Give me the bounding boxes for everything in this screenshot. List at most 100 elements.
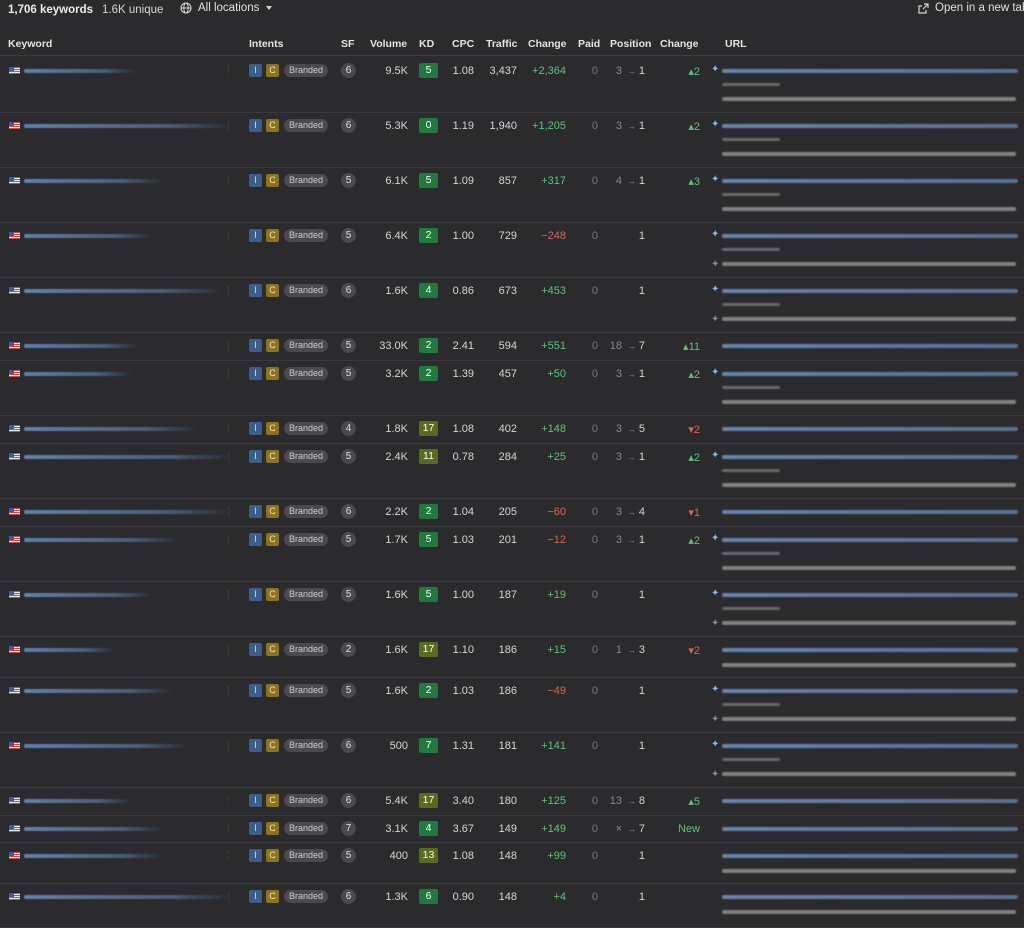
col-sf[interactable]: SF — [341, 38, 355, 50]
keyword-menu-handle[interactable] — [228, 507, 231, 517]
keyword-text-redacted[interactable] — [24, 289, 224, 293]
serp-features-count[interactable]: 6 — [341, 738, 356, 753]
keyword-menu-handle[interactable] — [228, 121, 231, 131]
serp-features-count[interactable]: 5 — [341, 587, 356, 602]
url-link-redacted[interactable] — [722, 854, 1018, 858]
serp-features-count[interactable]: 5 — [341, 366, 356, 381]
keyword-menu-handle[interactable] — [228, 686, 231, 696]
table-row[interactable]: I C Branded 5 2.4K 11 0.78 284 +25 0 3 → 1 ▴2 ✦ — [0, 443, 1024, 499]
table-row[interactable]: I C Branded 5 1.6K 2 1.03 186 −49 0 1 ✦ ✦ — [0, 677, 1024, 733]
table-row[interactable]: I C Branded 5 1.6K 5 1.00 187 +19 0 1 ✦ ✦ — [0, 581, 1024, 637]
keyword-menu-handle[interactable] — [228, 66, 231, 76]
table-row[interactable]: I C Branded 6 1.6K 4 0.86 673 +453 0 1 ✦ ✦ — [0, 277, 1024, 333]
serp-features-count[interactable]: 6 — [341, 283, 356, 298]
location-dropdown[interactable]: All locations — [180, 2, 273, 14]
serp-features-count[interactable]: 6 — [341, 504, 356, 519]
serp-features-count[interactable]: 5 — [341, 848, 356, 863]
keyword-text-redacted[interactable] — [24, 827, 164, 831]
url-link-redacted[interactable] — [722, 427, 1018, 431]
url-link-redacted[interactable] — [722, 538, 1018, 542]
keyword-text-redacted[interactable] — [24, 593, 154, 597]
serp-features-count[interactable]: 4 — [341, 421, 356, 436]
col-traffic[interactable]: Traffic — [486, 38, 518, 50]
col-keyword[interactable]: Keyword — [8, 38, 53, 50]
keyword-text-redacted[interactable] — [24, 510, 232, 514]
table-row[interactable]: I C Branded 5 400 13 1.08 148 +99 0 1 — [0, 842, 1024, 884]
keyword-menu-handle[interactable] — [228, 796, 231, 806]
serp-features-count[interactable]: 5 — [341, 449, 356, 464]
keyword-text-redacted[interactable] — [24, 344, 139, 348]
keyword-text-redacted[interactable] — [24, 799, 132, 803]
keyword-text-redacted[interactable] — [24, 648, 114, 652]
serp-features-count[interactable]: 6 — [341, 118, 356, 133]
url-link-redacted[interactable] — [722, 124, 1018, 128]
serp-features-count[interactable]: 5 — [341, 228, 356, 243]
open-new-tab-link[interactable]: Open in a new tab — [918, 2, 1024, 14]
serp-features-count[interactable]: 2 — [341, 642, 356, 657]
keyword-menu-handle[interactable] — [228, 851, 231, 861]
keyword-text-redacted[interactable] — [24, 427, 199, 431]
keyword-text-redacted[interactable] — [24, 372, 132, 376]
col-volume[interactable]: Volume — [370, 38, 408, 50]
url-link-redacted[interactable] — [722, 69, 1018, 73]
table-row[interactable]: I C Branded 7 3.1K 4 3.67 149 +149 0 × → 7 New — [0, 815, 1024, 843]
keyword-text-redacted[interactable] — [24, 744, 189, 748]
keyword-menu-handle[interactable] — [228, 231, 231, 241]
keyword-text-redacted[interactable] — [24, 854, 164, 858]
url-link-redacted[interactable] — [722, 344, 1018, 348]
keyword-text-redacted[interactable] — [24, 234, 154, 238]
keyword-menu-handle[interactable] — [228, 286, 231, 296]
serp-features-count[interactable]: 5 — [341, 532, 356, 547]
keyword-menu-handle[interactable] — [228, 824, 231, 834]
keyword-menu-handle[interactable] — [228, 741, 231, 751]
col-change[interactable]: Change — [528, 38, 567, 50]
serp-features-count[interactable]: 6 — [341, 63, 356, 78]
table-row[interactable]: I C Branded 6 5.3K 0 1.19 1,940 +1,205 0 3 → 1 ▴2 ✦ — [0, 112, 1024, 168]
table-row[interactable]: I C Branded 4 1.8K 17 1.08 402 +148 0 3 → 5 ▾2 — [0, 415, 1024, 444]
keyword-menu-handle[interactable] — [228, 892, 231, 902]
table-row[interactable]: I C Branded 6 500 7 1.31 181 +141 0 1 ✦ ✦ — [0, 732, 1024, 788]
url-link-redacted[interactable] — [722, 744, 1018, 748]
keyword-menu-handle[interactable] — [228, 535, 231, 545]
url-link-redacted[interactable] — [722, 827, 1018, 831]
serp-features-count[interactable]: 5 — [341, 338, 356, 353]
col-paid[interactable]: Paid — [578, 38, 601, 50]
table-row[interactable]: I C Branded 6 9.5K 5 1.08 3,437 +2,364 0 3 → 1 ▴2 ✦ — [0, 57, 1024, 113]
keyword-text-redacted[interactable] — [24, 689, 174, 693]
keyword-menu-handle[interactable] — [228, 452, 231, 462]
keyword-text-redacted[interactable] — [24, 124, 232, 128]
url-link-redacted[interactable] — [722, 455, 1018, 459]
serp-features-count[interactable]: 5 — [341, 683, 356, 698]
url-link-redacted[interactable] — [722, 689, 1018, 693]
table-row[interactable]: I C Branded 6 5.4K 17 3.40 180 +125 0 13 → 8 ▴5 — [0, 787, 1024, 816]
serp-features-count[interactable]: 6 — [341, 793, 356, 808]
table-row[interactable]: I C Branded 5 33.0K 2 2.41 594 +551 0 18 → 7 ▴11 — [0, 332, 1024, 361]
table-row[interactable]: I C Branded 6 2.2K 2 1.04 205 −60 0 3 → 4 ▾1 — [0, 498, 1024, 527]
serp-features-count[interactable]: 5 — [341, 173, 356, 188]
url-link-redacted[interactable] — [722, 895, 1018, 899]
col-position-change[interactable]: Change — [660, 38, 699, 50]
keyword-text-redacted[interactable] — [24, 179, 164, 183]
keyword-menu-handle[interactable] — [228, 645, 231, 655]
url-link-redacted[interactable] — [722, 510, 1018, 514]
url-link-redacted[interactable] — [722, 799, 1018, 803]
col-kd[interactable]: KD — [419, 38, 435, 50]
keyword-text-redacted[interactable] — [24, 538, 179, 542]
keyword-menu-handle[interactable] — [228, 590, 231, 600]
url-link-redacted[interactable] — [722, 593, 1018, 597]
keyword-text-redacted[interactable] — [24, 895, 232, 899]
keyword-text-redacted[interactable] — [24, 69, 136, 73]
url-link-redacted[interactable] — [722, 372, 1018, 376]
keyword-menu-handle[interactable] — [228, 341, 231, 351]
col-position[interactable]: Position — [610, 38, 652, 50]
keyword-menu-handle[interactable] — [228, 176, 231, 186]
serp-features-count[interactable]: 6 — [341, 889, 356, 904]
url-link-redacted[interactable] — [722, 289, 1018, 293]
keyword-text-redacted[interactable] — [24, 455, 232, 459]
table-row[interactable]: I C Branded 5 6.4K 2 1.00 729 −248 0 1 ✦ ✦ — [0, 222, 1024, 278]
col-cpc[interactable]: CPC — [452, 38, 475, 50]
url-link-redacted[interactable] — [722, 234, 1018, 238]
url-link-redacted[interactable] — [722, 179, 1018, 183]
keyword-menu-handle[interactable] — [228, 369, 231, 379]
table-row[interactable]: I C Branded 6 1.3K 6 0.90 148 +4 0 1 — [0, 883, 1024, 928]
